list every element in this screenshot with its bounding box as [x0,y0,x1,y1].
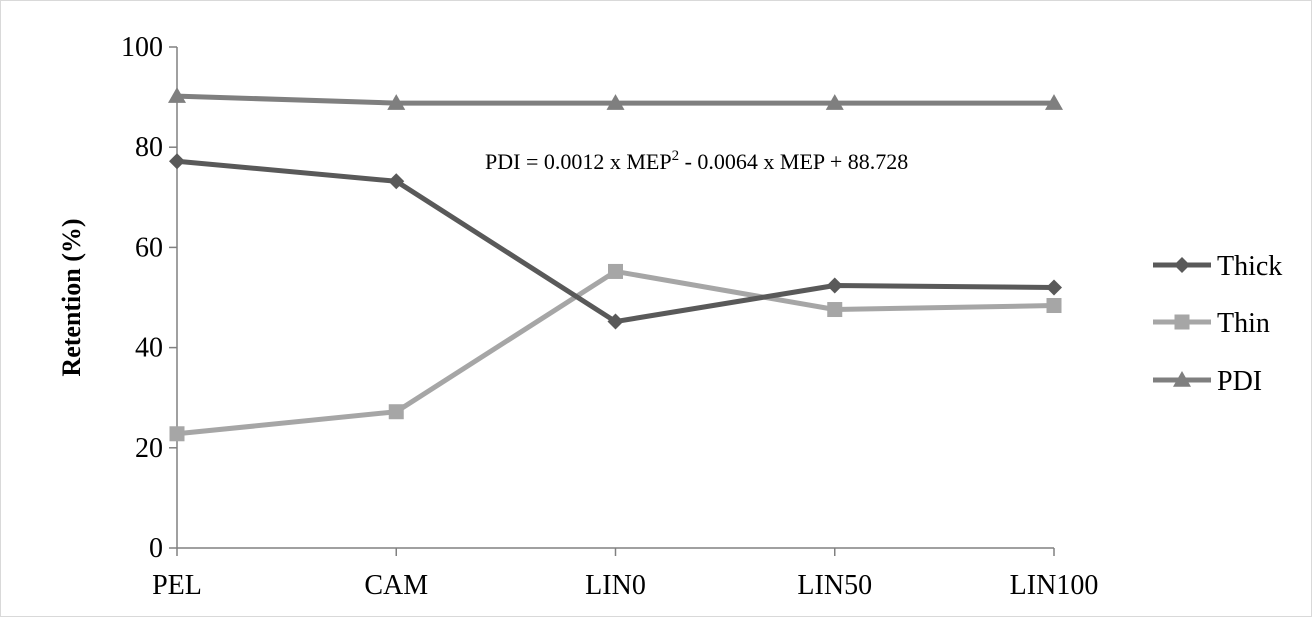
series-thick [169,153,1062,330]
legend-marker-thick [1174,257,1190,273]
y-tick-label: 100 [121,32,163,63]
y-tick-label: 20 [135,433,163,464]
series-layer [168,87,1063,442]
data-point-thin [169,426,185,442]
data-point-thick [826,277,843,294]
data-point-thin [827,302,843,318]
y-axis-title: Retention (%) [57,218,86,376]
x-tick-label: LIN50 [797,570,872,601]
x-ticks: PEL CAM LIN0 LIN50 LIN100 [152,548,1098,601]
legend-item-thick: Thick [1153,251,1282,282]
legend-label-pdi: PDI [1217,366,1262,397]
x-tick-label: LIN100 [1010,570,1099,601]
data-point-pdi [168,87,186,103]
y-tick-label: 0 [149,533,163,564]
data-point-pdi [825,94,844,110]
data-point-pdi [1045,94,1063,110]
data-point-thick [388,173,405,190]
data-point-pdi [387,94,406,110]
x-tick-label: PEL [152,570,202,601]
legend-marker-thin [1174,314,1190,330]
series-thin [169,263,1062,442]
y-tick-label: 80 [135,132,163,163]
legend-item-pdi: PDI [1153,366,1262,397]
y-ticks: 0 20 40 60 80 100 [121,32,177,564]
pdi-equation-annotation: PDI = 0.0012 x MEP2 - 0.0064 x MEP + 88.… [485,148,908,174]
annotation-post: - 0.0064 x MEP + 88.728 [679,149,908,174]
y-tick-label: 60 [135,232,163,263]
legend-label-thick: Thick [1217,251,1282,282]
data-point-thin [388,404,404,420]
axes: 0 20 40 60 80 100 PEL CAM LIN0 LIN50 LIN100 [121,32,1098,601]
data-point-thick [169,153,185,170]
data-point-thick [1046,279,1062,296]
annotation-superscript: 2 [672,148,680,164]
data-point-thin [608,263,623,279]
data-point-pdi [606,94,625,110]
legend-item-thin: Thin [1153,308,1270,339]
legend-label-thin: Thin [1217,308,1270,339]
series-pdi [168,87,1063,110]
x-tick-label: LIN0 [585,570,646,601]
legend: Thick Thin PDI [1153,251,1282,397]
data-point-thin [1046,298,1062,314]
y-tick-label: 40 [135,333,163,364]
annotation-pre: PDI = 0.0012 x MEP [485,149,672,174]
data-point-thick [607,313,624,330]
legend-marker-pdi [1173,371,1191,387]
x-tick-label: CAM [364,570,428,601]
